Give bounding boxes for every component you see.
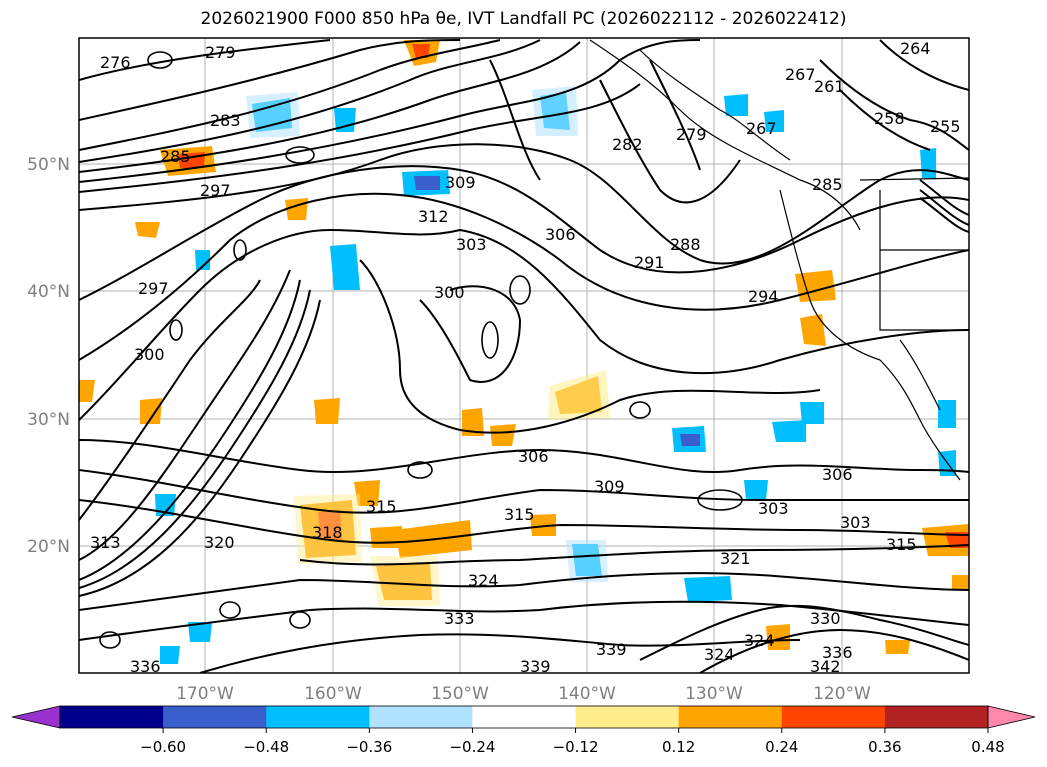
map-plot-area [79,38,969,673]
contour-label: 339 [596,640,627,659]
contour-label: 258 [874,109,905,128]
contour-label: 267 [746,119,777,138]
contour-label: 320 [204,533,235,552]
colorbar-extend-low [11,705,61,729]
contour-label: 309 [445,173,476,192]
contour-label: 336 [130,657,161,676]
contour-label: 276 [100,53,131,72]
contour-label: 261 [814,77,845,96]
lat-axis: 50°N 40°N 30°N 20°N [27,155,70,557]
colorbar-segments [11,705,1036,729]
colorbar-ticks: −0.60 −0.48 −0.36 −0.24 −0.12 0.12 0.24 0.36 0.4… [140,728,1005,756]
contour-label: 291 [634,253,665,272]
contour-label: 264 [900,39,931,58]
colorbar-segment [266,706,370,728]
contour-label: 294 [748,287,779,306]
colorbar-segment [678,706,783,728]
contour-label: 282 [612,135,643,154]
contour-label: 312 [418,207,449,226]
contour-label: 303 [456,235,487,254]
lat-tick-label: 30°N [27,410,70,430]
colorbar-tick-label: 0.24 [765,738,798,756]
colorbar-tick-label: 0.48 [971,738,1004,756]
contour-label: 255 [930,117,961,136]
contour-label: 267 [785,65,816,84]
contour-label: 303 [758,499,789,518]
colorbar-segment [60,706,164,728]
lat-tick-label: 40°N [27,282,70,302]
colorbar-tick-label: 0.36 [868,738,901,756]
lon-axis: 170°W 160°W 150°W 140°W 130°W 120°W [176,684,871,704]
contour-label: 315 [504,505,535,524]
contour-label: 279 [205,43,236,62]
contour-label: 283 [210,111,241,130]
contour-label: 336 [822,643,853,662]
lon-tick-label: 130°W [685,684,743,704]
colorbar-segment [369,706,473,728]
small-contour-closures [99,51,743,649]
lat-tick-label: 50°N [27,155,70,175]
contour-label: 288 [670,235,701,254]
contour-label: 306 [822,465,853,484]
colorbar-tick-label: −0.36 [346,738,392,756]
contour-label: 285 [812,175,843,194]
contour-label: 306 [545,225,576,244]
colorbar-segment [472,706,577,728]
contour-label: 324 [744,631,775,650]
contour-label: 309 [594,477,625,496]
colorbar-segment [575,706,680,728]
contour-label: 285 [160,147,191,166]
colorbar-tick-label: −0.24 [449,738,495,756]
lon-tick-label: 170°W [176,684,234,704]
contour-label: 300 [134,345,165,364]
colorbar-tick-label: 0.12 [662,738,695,756]
colorbar: −0.60 −0.48 −0.36 −0.24 −0.12 0.12 0.24 0.36 0.4… [11,705,1036,756]
contour-labels: 276 279 283 285 297 309 312 303 306 300 … [90,39,961,676]
map-frame [78,37,970,674]
lon-tick-label: 140°W [558,684,616,704]
lon-tick-label: 160°W [304,684,362,704]
contour-label: 339 [520,657,551,676]
colorbar-frame [59,705,989,729]
contour-label: 318 [312,523,343,542]
contour-label: 324 [704,645,735,664]
contour-label: 306 [518,447,549,466]
contour-label: 297 [138,279,169,298]
contour-label: 315 [886,535,917,554]
colorbar-tick-label: −0.48 [243,738,289,756]
colorbar-segment [163,706,267,728]
plot-title: 2026021900 F000 850 hPa θe, IVT Landfall… [200,9,847,29]
contour-label: 342 [810,657,841,676]
contour-label: 333 [444,609,475,628]
colorbar-extend-high [987,705,1036,729]
contour-label: 313 [90,533,121,552]
contour-label: 297 [200,181,231,200]
contour-label: 330 [810,609,841,628]
theta-e-contours [79,39,969,673]
contour-label: 300 [434,283,465,302]
contour-label: 303 [840,513,871,532]
contour-label: 315 [366,497,397,516]
lat-tick-label: 20°N [27,537,70,557]
contour-label: 324 [468,571,499,590]
lon-tick-label: 120°W [813,684,871,704]
contour-label: 321 [720,549,751,568]
colorbar-segment [884,706,989,728]
coastline [589,39,969,481]
lon-tick-label: 150°W [431,684,489,704]
colorbar-tick-label: −0.60 [140,738,186,756]
colorbar-tick-label: −0.12 [553,738,599,756]
contour-label: 279 [676,125,707,144]
colorbar-segment [781,706,886,728]
